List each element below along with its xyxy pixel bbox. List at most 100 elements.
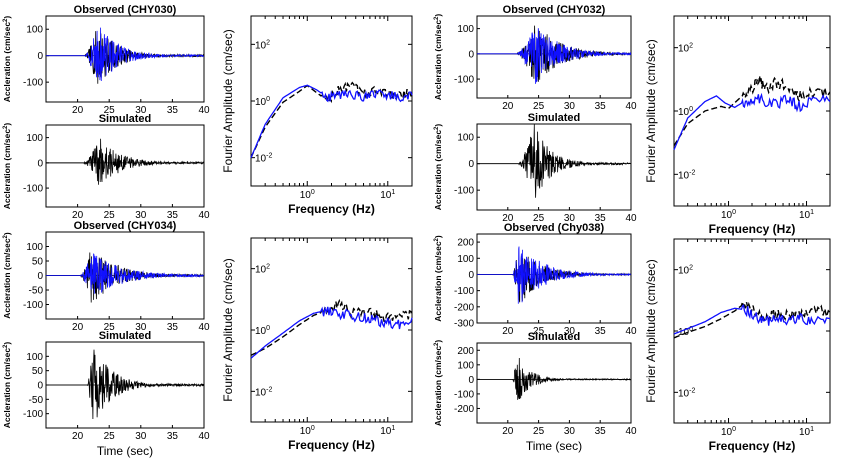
y-axis-label: Fourier Amplitude (cm/sec) [221,258,235,401]
x-tick-label: 25 [533,426,545,437]
y-axis-label: Accleration (cm/sec2) [433,14,443,101]
y-axis-label: Accleration (cm/sec2) [433,340,443,427]
y-tick-label: 100 [26,242,43,253]
spectrum-curve [250,84,413,158]
x-tick-label: 30 [135,210,147,221]
y-tick-label: -200 [454,404,474,415]
y-axis-label: Accleration (cm/sec2) [433,235,443,322]
y-tick-label: 200 [457,238,474,249]
x-axis-label: Frequency (Hz) [709,222,796,236]
x-tick-label: 100 [721,426,736,438]
x-tick-label: 30 [564,426,576,437]
y-tick-label: 10-2 [255,386,272,398]
y-tick-label: 0 [37,381,43,392]
x-tick-label: 35 [167,431,179,442]
y-tick-label: 0 [468,375,474,386]
x-tick-label: 30 [564,326,576,337]
x-tick-label: 25 [533,213,545,224]
y-tick-label: 100 [26,352,43,363]
y-tick-label: -100 [23,300,43,311]
x-tick-label: 40 [198,322,210,333]
y-axis-label: Accleration (cm/sec2) [2,123,12,210]
y-axis-label: Fourier Amplitude (cm/sec) [644,259,658,402]
y-tick-label: 100 [678,326,693,338]
y-tick-label: 10-2 [678,169,695,181]
plot-frame [476,342,632,424]
x-axis-label: Time (sec) [97,444,153,458]
y-axis-label: Accleration (cm/sec2) [2,232,12,319]
y-tick-label: 102 [255,264,270,276]
x-tick-label: 25 [104,210,116,221]
y-tick-label: 100 [678,106,693,118]
x-tick-label: 40 [625,213,637,224]
x-tick-label: 20 [72,210,84,221]
y-tick-label: -100 [23,409,43,420]
x-tick-label: 20 [72,322,84,333]
y-tick-label: 100 [255,96,270,108]
x-tick-label: 40 [625,426,637,437]
y-tick-label: 0 [468,159,474,170]
y-tick-label: -200 [454,302,474,313]
x-tick-label: 30 [135,105,147,116]
x-tick-label: 35 [167,322,179,333]
y-tick-label: -50 [29,395,44,406]
y-tick-label: -300 [454,319,474,330]
acceleration-trace [477,246,632,304]
panel-title: Observed (Chy038) [504,222,605,234]
y-tick-label: 50 [32,257,44,268]
x-tick-label: 101 [799,426,814,438]
x-tick-label: 30 [564,101,576,112]
acceleration-trace [477,357,632,400]
x-tick-label: 30 [135,431,147,442]
y-tick-label: 102 [678,43,693,55]
y-tick-label: 102 [255,39,270,51]
spectrum-curve [250,298,413,356]
x-tick-label: 100 [300,189,315,201]
panel-title: Observed (CHY030) [74,4,177,16]
y-tick-label: -100 [454,75,474,86]
y-tick-label: 0 [468,49,474,60]
y-tick-label: 0 [37,271,43,282]
plot-frame [673,15,831,207]
x-axis-label: Time (sec) [526,439,582,453]
x-tick-label: 100 [300,425,315,437]
spectrum-curve [673,304,831,335]
y-tick-label: 100 [457,254,474,265]
x-tick-label: 101 [380,425,395,437]
panel-title: Observed (CHY034) [74,220,177,232]
x-tick-label: 35 [595,326,607,337]
spectrum-curve [250,306,413,359]
panel-title: Simulated [99,330,152,342]
y-tick-label: 200 [457,346,474,357]
y-axis-label: Accleration (cm/sec2) [433,124,443,211]
panel-title: Simulated [528,112,581,124]
y-tick-label: 10-2 [678,387,695,399]
panel-title: Observed (CHY032) [503,4,606,16]
spectrum-curve [673,75,831,147]
x-tick-label: 40 [198,431,210,442]
spectrum-curve [673,92,831,150]
y-tick-label: -100 [23,184,43,195]
x-tick-label: 20 [502,101,514,112]
x-tick-label: 40 [625,101,637,112]
x-tick-label: 20 [72,105,84,116]
y-tick-label: 100 [457,24,474,35]
y-tick-label: 0 [37,158,43,169]
x-tick-label: 35 [167,210,179,221]
x-tick-label: 40 [198,210,210,221]
x-tick-label: 25 [533,101,545,112]
y-tick-label: 102 [678,265,693,277]
y-tick-label: 100 [26,25,43,36]
x-tick-label: 25 [104,431,116,442]
y-tick-label: 100 [457,133,474,144]
x-tick-label: 35 [167,105,179,116]
acceleration-trace [46,138,205,185]
x-axis-label: Frequency (Hz) [709,439,796,453]
panel-title: Simulated [528,331,581,343]
spectrum-curve [250,81,413,158]
x-tick-label: 35 [595,213,607,224]
y-tick-label: -100 [454,186,474,197]
acceleration-trace [46,349,205,420]
y-tick-label: 0 [468,270,474,281]
